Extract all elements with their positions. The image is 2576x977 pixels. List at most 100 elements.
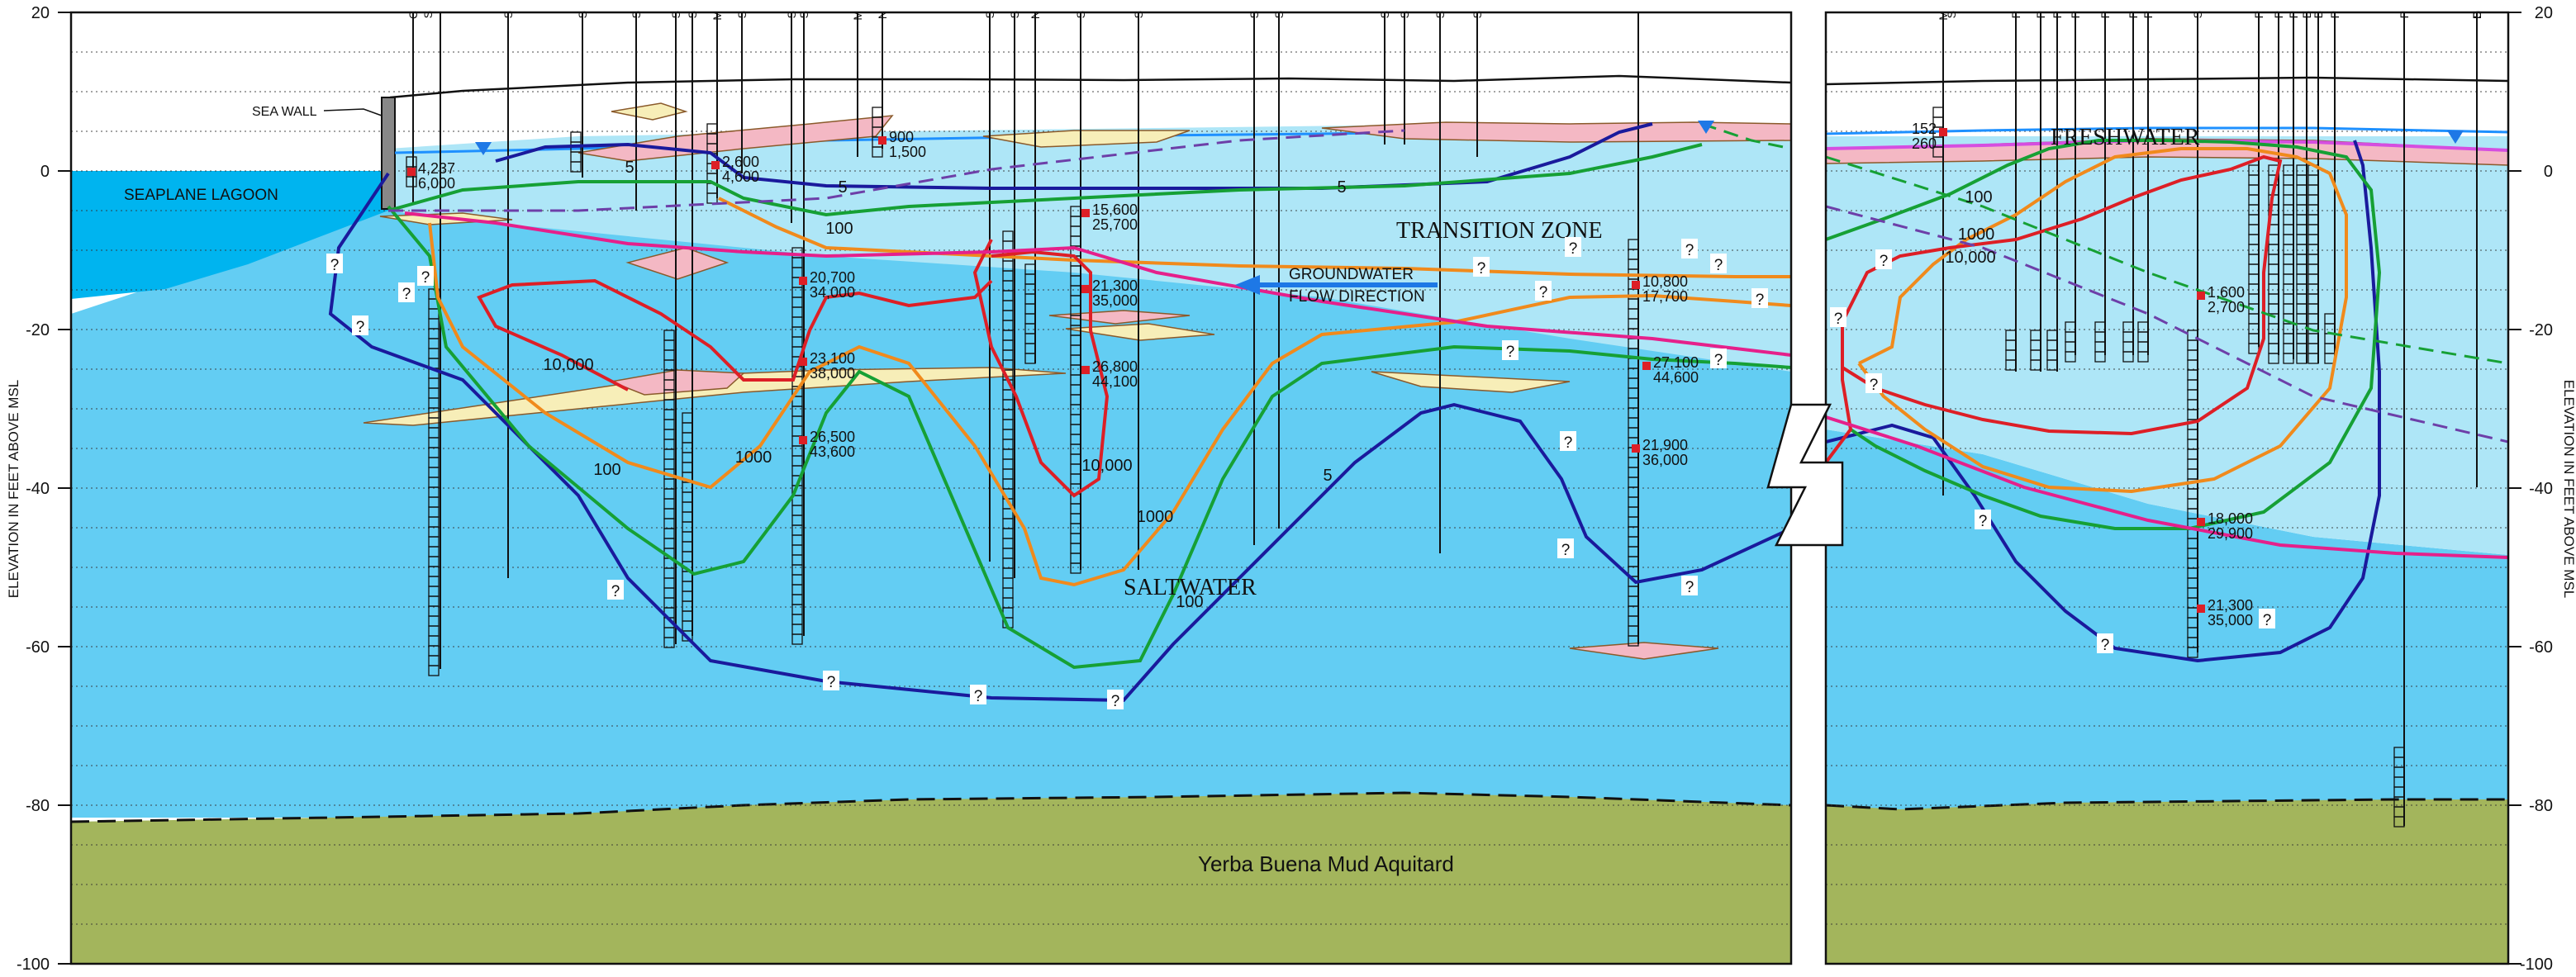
- water-table-marker: [475, 142, 492, 155]
- well-header-label: S: [1008, 11, 1021, 18]
- left-elevation-axis: 20 0 -20 -40 -60 -80 -100: [17, 4, 71, 974]
- well-screen: [682, 630, 693, 642]
- well-header-label: S: [2470, 11, 2483, 18]
- uncertainty-box: [1502, 340, 1519, 360]
- sample-point: [878, 136, 886, 145]
- contour-5: [495, 122, 1653, 190]
- concentration-value: 25,700: [1092, 216, 1138, 233]
- axis-tick-label: -80: [2529, 797, 2553, 815]
- left-axis-title: ELEVATION IN FEET ABOVE MSL: [6, 380, 21, 599]
- clay-lens: [1569, 642, 1719, 660]
- well-screen: [2046, 359, 2058, 371]
- well-header-label: S: [686, 11, 699, 18]
- right-elevation-axis: 20 0 -20 -40 -60 -80 -100: [2508, 4, 2553, 974]
- well-header-label: S: [669, 11, 682, 18]
- grid-lines-left: [71, 51, 1791, 925]
- groundwater-flow-label: GROUNDWATER: [1289, 266, 1414, 283]
- concentration-value: 44,600: [1653, 369, 1699, 386]
- uncertainty-marker: ?: [1714, 352, 1723, 369]
- concentration-value: 35,000: [1092, 292, 1138, 309]
- concentration-value: 36,000: [1642, 452, 1688, 468]
- concentration-value: 4,600: [722, 168, 759, 185]
- uncertainty-marker: ?: [402, 286, 411, 303]
- concentration-value: 29,900: [2208, 525, 2253, 542]
- contour-label: 100: [593, 461, 620, 479]
- contour-label: 1000: [1958, 225, 1995, 244]
- well-header-label: S: [1074, 11, 1087, 18]
- uncertainty-box: [1557, 538, 1574, 558]
- well-header-label: S: [735, 11, 749, 18]
- well-header-labels: C S S S S S S M S S S M N S S N S S S S S S S S MS P P P P P P P S P P P BB P…: [406, 11, 2483, 21]
- freshwater-limit: [1826, 155, 2508, 365]
- sample-point: [799, 436, 807, 444]
- well-header-label: B: [2300, 11, 2313, 18]
- well-header-label: S: [983, 11, 996, 18]
- well-header-label: P: [2098, 11, 2112, 18]
- uncertainty-box: [1535, 281, 1552, 301]
- freshwater-label: FRESHWATER: [2051, 125, 2200, 150]
- aquitard-layer: [1826, 799, 2508, 964]
- well-header-label: M: [711, 11, 724, 21]
- uncertainty-marker: ?: [1880, 253, 1889, 270]
- sand-lens: [1065, 323, 1215, 341]
- concentration-value: 260: [1912, 135, 1937, 152]
- concentration-value: 21,900: [1642, 437, 1688, 453]
- clay-lens: [625, 247, 730, 280]
- well-header-label: S: [1378, 11, 1391, 18]
- uncertainty-box: [326, 254, 343, 273]
- uncertainty-box: [1975, 510, 1991, 529]
- axis-tick-label: -60: [26, 638, 50, 657]
- well-screen: [791, 633, 803, 645]
- sea-wall: [381, 97, 396, 210]
- uncertainty-box: [607, 580, 624, 600]
- well-header-label: S: [501, 11, 515, 18]
- well-header-label: P: [2398, 11, 2411, 18]
- uncertainty-box: [970, 685, 986, 704]
- uncertainty-box: [1710, 254, 1727, 273]
- aquitard-layer: [71, 793, 1791, 964]
- uncertainty-box: [352, 315, 368, 335]
- uncertainty-marker: ?: [1539, 284, 1548, 301]
- well-header-label: S: [785, 11, 798, 18]
- well-screen: [2065, 351, 2076, 363]
- uncertainty-marker: ?: [421, 269, 430, 287]
- well-screen: [1024, 353, 1036, 364]
- well-header-label: P: [2051, 11, 2064, 18]
- uncertainty-markers-right: ??????: [1830, 249, 2275, 654]
- well-screen: [1628, 635, 1639, 647]
- sample-point: [407, 168, 416, 176]
- axis-tick-label: 0: [40, 163, 50, 181]
- well-header-label: S: [1945, 11, 1958, 18]
- well-casings-right: [1932, 12, 2478, 828]
- sample-point: [2197, 292, 2205, 300]
- concentration-value: 27,100: [1653, 354, 1699, 371]
- axis-tick-label: 20: [31, 4, 50, 22]
- concentration-value: 18,000: [2208, 510, 2253, 527]
- contour-label: 10,000: [1081, 457, 1132, 475]
- sample-point: [2197, 518, 2205, 526]
- well-header-label: D: [2470, 11, 2483, 19]
- contour-label: 5: [838, 178, 847, 197]
- well-header-label: S: [1471, 11, 1484, 18]
- axis-tick-label: -40: [2529, 480, 2553, 498]
- uncertainty-marker: ?: [2263, 612, 2272, 629]
- groundwater-flow-label-2: FLOW DIRECTION: [1289, 288, 1425, 306]
- well-screen: [570, 161, 582, 173]
- contour-10000: [477, 278, 993, 391]
- concentration-value: 20,700: [810, 269, 855, 286]
- well-screen: [2137, 351, 2149, 363]
- well-screen: [663, 637, 675, 648]
- contour-label: 10,000: [543, 356, 593, 374]
- concentration-value: 10,800: [1642, 273, 1688, 290]
- uncertainty-marker: ?: [356, 319, 365, 336]
- sample-point: [1081, 285, 1090, 293]
- interface-line: [1826, 415, 2508, 559]
- axis-tick-label: -20: [2529, 321, 2553, 339]
- contour-label: 100: [825, 220, 853, 238]
- saltwater-zone: [1826, 429, 2508, 818]
- axis-tick-label: -100: [2520, 956, 2553, 974]
- uncertainty-marker: ?: [1870, 377, 1879, 394]
- concentration-value: 23,100: [810, 350, 855, 367]
- concentration-value: 43,600: [810, 443, 855, 460]
